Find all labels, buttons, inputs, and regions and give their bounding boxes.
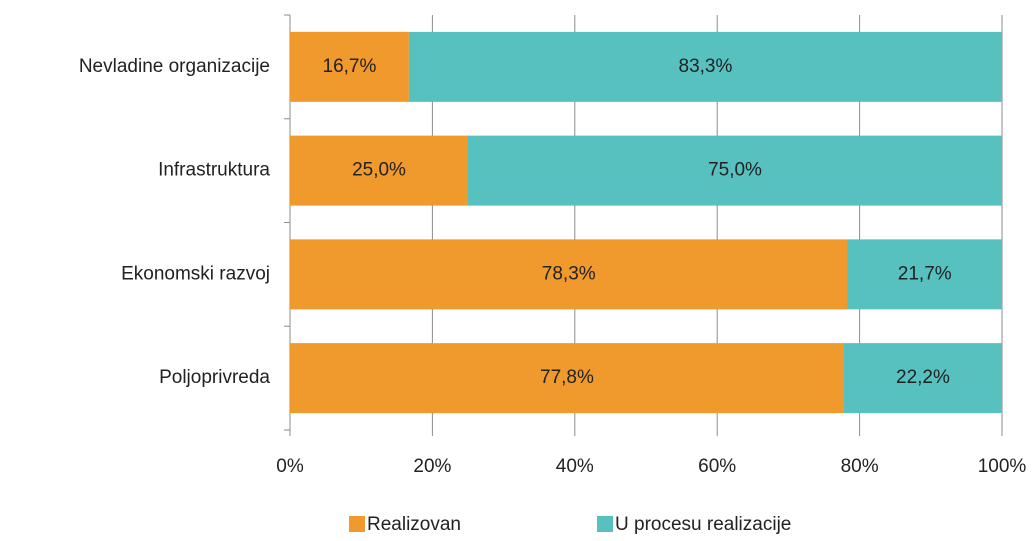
x-tick-label: 100% <box>978 456 1027 477</box>
value-label: 83,3% <box>679 56 733 77</box>
bar-segment <box>847 239 1002 310</box>
legend-label: Realizovan <box>367 514 461 535</box>
legend-label: U procesu realizacije <box>615 514 791 535</box>
y-tick-label: Infrastruktura <box>158 160 270 181</box>
x-tick-label: 0% <box>276 456 304 477</box>
y-tick-label: Ekonomski razvoj <box>121 263 270 284</box>
value-label: 25,0% <box>352 160 406 181</box>
value-label: 78,3% <box>542 263 596 284</box>
bar-segment <box>290 135 468 206</box>
legend-swatch <box>349 516 365 532</box>
value-label: 22,2% <box>896 367 950 388</box>
bar-segment <box>843 343 1002 414</box>
legend-swatch <box>597 516 613 532</box>
value-label: 77,8% <box>540 367 594 388</box>
x-tick-label: 80% <box>841 456 879 477</box>
bar-segment <box>290 239 848 310</box>
x-tick-label: 40% <box>556 456 594 477</box>
bar-segment <box>290 343 844 414</box>
value-label: 16,7% <box>323 56 377 77</box>
y-tick-label: Nevladine organizacije <box>79 56 270 77</box>
bar-segment <box>408 31 1002 102</box>
bar-segment <box>468 135 1002 206</box>
x-tick-label: 20% <box>413 456 451 477</box>
value-label: 21,7% <box>898 263 952 284</box>
x-tick-label: 60% <box>698 456 736 477</box>
y-tick-label: Poljoprivreda <box>159 367 270 388</box>
bar-segment <box>290 31 409 102</box>
value-label: 75,0% <box>708 160 762 181</box>
